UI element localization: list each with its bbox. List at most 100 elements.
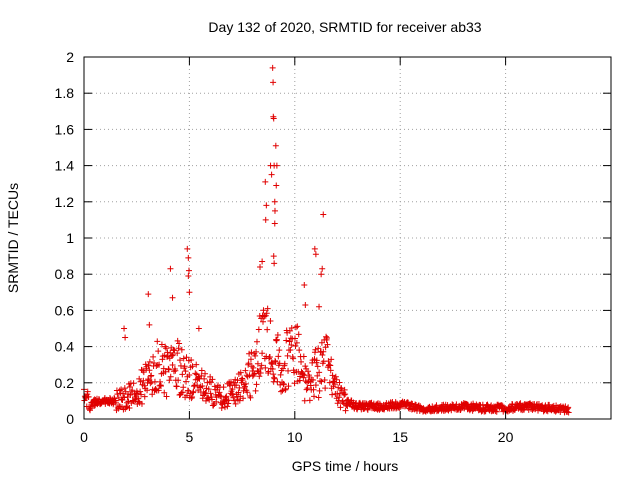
data-point <box>202 390 209 397</box>
data-point <box>342 407 349 414</box>
data-point <box>261 313 268 320</box>
data-point <box>84 388 91 395</box>
data-point <box>239 376 246 383</box>
data-point <box>333 376 340 383</box>
data-point <box>208 379 215 386</box>
data-point <box>285 383 292 390</box>
data-point <box>276 360 283 367</box>
data-point <box>284 352 291 359</box>
x-axis-label: GPS time / hours <box>292 458 399 474</box>
data-point <box>148 372 155 379</box>
data-point <box>183 378 190 385</box>
data-point <box>232 400 239 407</box>
data-point <box>141 382 148 389</box>
data-point <box>264 326 271 333</box>
data-point <box>174 337 181 344</box>
data-point <box>269 365 276 372</box>
data-point <box>271 198 278 205</box>
y-tick-label: 0.2 <box>55 375 75 391</box>
data-point <box>317 377 324 384</box>
grid-lines <box>84 57 611 419</box>
data-point <box>137 378 144 385</box>
data-point <box>270 79 277 86</box>
data-point <box>175 377 182 384</box>
data-point <box>155 348 162 355</box>
data-point <box>315 345 322 352</box>
data-point <box>235 389 242 396</box>
data-point <box>275 353 282 360</box>
data-point <box>129 387 136 394</box>
data-point <box>293 339 300 346</box>
data-point <box>270 371 277 378</box>
data-point <box>199 382 206 389</box>
data-point <box>271 220 278 227</box>
data-point <box>145 291 152 298</box>
data-point <box>146 367 153 374</box>
data-point <box>184 245 191 252</box>
y-tick-label: 0 <box>66 411 74 427</box>
y-tick-label: 0.4 <box>55 339 75 355</box>
data-point <box>126 404 133 411</box>
y-tick-label: 1.6 <box>55 121 75 137</box>
data-point <box>313 357 320 364</box>
data-point <box>273 336 280 343</box>
data-point <box>242 367 249 374</box>
data-point <box>300 353 307 360</box>
data-point <box>244 389 251 396</box>
data-point <box>292 335 299 342</box>
data-point <box>153 362 160 369</box>
data-point <box>453 401 460 408</box>
data-point <box>318 271 325 278</box>
data-point <box>163 393 170 400</box>
data-point <box>245 360 252 367</box>
data-point <box>281 360 288 367</box>
data-point <box>295 331 302 338</box>
data-point <box>304 368 311 375</box>
data-point <box>162 368 169 375</box>
data-point <box>266 353 273 360</box>
data-point <box>298 358 305 365</box>
data-point <box>292 324 299 331</box>
data-points <box>81 64 572 416</box>
data-point <box>178 346 185 353</box>
data-point <box>201 375 208 382</box>
data-point <box>277 371 284 378</box>
data-point <box>178 389 185 396</box>
data-point <box>169 352 176 359</box>
data-point <box>263 202 270 209</box>
data-point <box>167 265 174 272</box>
data-point <box>163 345 170 352</box>
data-point <box>192 370 199 377</box>
data-point <box>152 386 159 393</box>
data-point <box>185 267 192 274</box>
data-point <box>176 357 183 364</box>
data-point <box>326 379 333 386</box>
data-point <box>310 377 317 384</box>
data-point <box>240 395 247 402</box>
data-point <box>195 325 202 332</box>
data-point <box>140 377 147 384</box>
data-point <box>140 369 147 376</box>
data-point <box>254 360 261 367</box>
data-point <box>336 394 343 401</box>
data-point <box>183 354 190 361</box>
data-point <box>433 402 440 409</box>
data-point <box>329 391 336 398</box>
data-point <box>314 372 321 379</box>
data-point <box>318 378 325 385</box>
x-tick-label: 0 <box>80 429 88 445</box>
data-point <box>337 404 344 411</box>
data-point <box>272 358 279 365</box>
data-point <box>176 340 183 347</box>
data-point <box>207 390 214 397</box>
x-tick-label: 20 <box>498 429 514 445</box>
data-point <box>262 364 269 371</box>
data-point <box>311 245 318 252</box>
data-point <box>270 115 277 122</box>
data-point <box>242 380 249 387</box>
data-point <box>271 207 278 214</box>
data-point <box>276 347 283 354</box>
data-point <box>146 358 153 365</box>
data-point <box>151 378 158 385</box>
data-point <box>320 211 327 218</box>
